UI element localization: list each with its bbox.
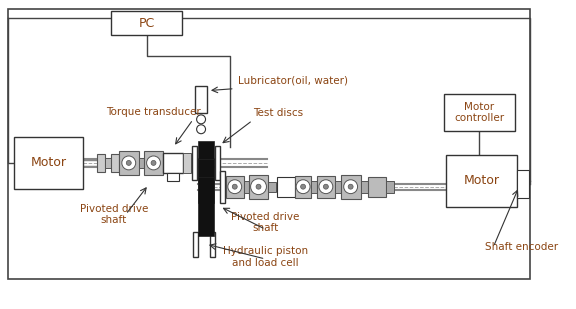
Bar — [183, 153, 191, 173]
Bar — [198, 177, 214, 236]
Bar — [119, 151, 139, 175]
Bar — [317, 176, 335, 197]
Text: Test discs: Test discs — [253, 108, 303, 118]
Circle shape — [301, 184, 306, 189]
Text: Motor: Motor — [31, 156, 67, 169]
Text: Hydraulic piston
and load cell: Hydraulic piston and load cell — [223, 246, 308, 268]
Bar — [341, 175, 361, 199]
Bar — [111, 154, 119, 172]
Text: Motor
controller: Motor controller — [454, 102, 505, 123]
Bar — [444, 94, 515, 131]
Bar — [192, 146, 197, 180]
Bar — [386, 181, 394, 193]
Circle shape — [251, 179, 267, 195]
Circle shape — [122, 156, 136, 170]
Bar — [210, 232, 215, 257]
Circle shape — [296, 180, 310, 194]
Circle shape — [126, 160, 131, 165]
Bar — [226, 176, 244, 197]
Bar — [249, 175, 268, 199]
Circle shape — [323, 184, 328, 189]
Bar — [446, 155, 517, 206]
Bar — [268, 182, 276, 192]
Bar — [361, 181, 369, 193]
Bar — [168, 173, 179, 181]
Bar — [97, 154, 105, 172]
Text: Shaft encoder: Shaft encoder — [486, 242, 559, 252]
Circle shape — [147, 156, 161, 170]
Bar — [198, 159, 214, 202]
Circle shape — [319, 180, 333, 194]
Bar — [215, 146, 220, 180]
Bar — [14, 137, 83, 189]
Circle shape — [228, 180, 242, 194]
Text: Torque transducer: Torque transducer — [106, 108, 200, 117]
Circle shape — [256, 184, 261, 189]
Bar — [335, 181, 341, 193]
Bar — [111, 11, 182, 35]
Bar — [220, 171, 225, 202]
Circle shape — [196, 115, 206, 124]
Text: PC: PC — [138, 17, 155, 30]
Bar — [139, 158, 143, 168]
Circle shape — [151, 160, 156, 165]
Text: Pivoted drive
shaft: Pivoted drive shaft — [79, 204, 148, 225]
Bar — [198, 159, 214, 183]
Bar — [198, 141, 214, 159]
Bar — [164, 153, 183, 173]
Text: Pivoted drive
shaft: Pivoted drive shaft — [232, 212, 300, 233]
Bar — [244, 181, 249, 193]
Bar — [193, 232, 198, 257]
Text: Lubricator(oil, water): Lubricator(oil, water) — [238, 76, 348, 86]
Bar — [143, 151, 164, 175]
Bar — [195, 86, 207, 113]
Bar — [517, 170, 529, 197]
Bar — [311, 181, 317, 193]
Bar — [369, 177, 386, 197]
Circle shape — [344, 180, 358, 194]
Circle shape — [196, 125, 206, 134]
Circle shape — [232, 184, 237, 189]
Bar — [277, 177, 295, 197]
Circle shape — [348, 184, 353, 189]
Text: Motor: Motor — [463, 174, 499, 187]
Bar — [105, 158, 111, 168]
Bar — [8, 9, 530, 279]
Bar — [295, 176, 311, 197]
